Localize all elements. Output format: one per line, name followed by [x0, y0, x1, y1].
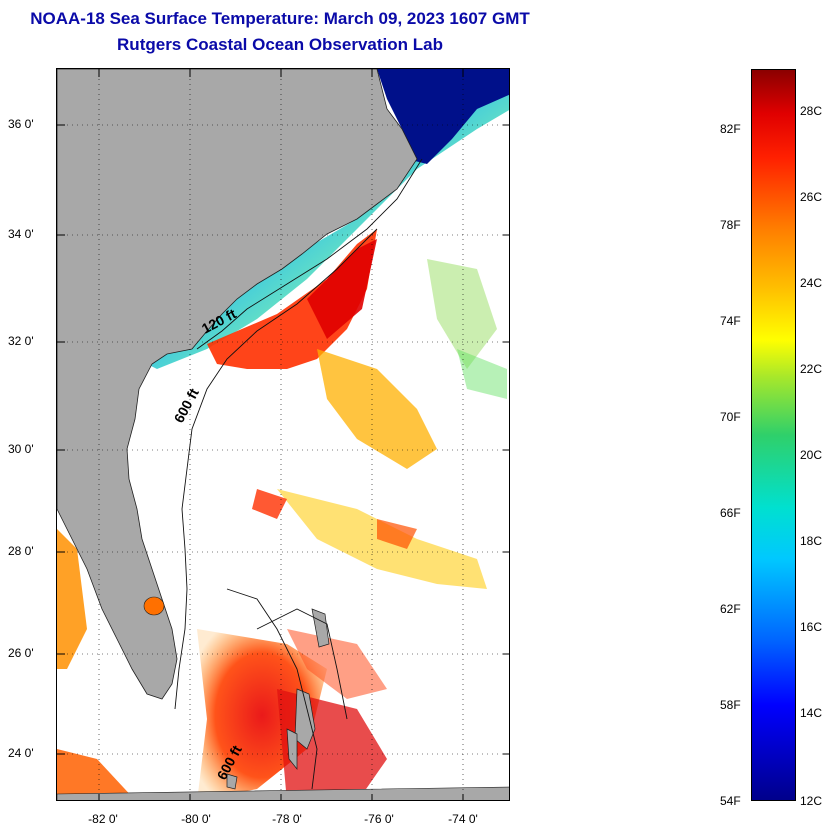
lon-label: -78 0' [272, 812, 302, 826]
frame-ticks [57, 69, 509, 800]
colorbar-f-label: 70F [720, 410, 741, 424]
lake-okeechobee [143, 596, 165, 616]
lon-label: -76 0' [364, 812, 394, 826]
colorbar-f-label: 66F [720, 506, 741, 520]
colorbar-f-label: 54F [720, 794, 741, 808]
lat-label: 36 0' [8, 117, 34, 131]
sst-map-graphic: 120 ft 600 ft 600 ft [57, 69, 509, 800]
temperature-colorbar [751, 69, 796, 801]
isobath-label-600: 600 ft [171, 385, 202, 425]
lat-label: 28 0' [8, 544, 34, 558]
lat-label: 24 0' [8, 746, 34, 760]
lon-label: -74 0' [448, 812, 478, 826]
colorbar-f-label: 82F [720, 122, 741, 136]
lon-label: -80 0' [181, 812, 211, 826]
colorbar-c-label: 24C [800, 276, 823, 290]
map-subtitle: Rutgers Coastal Ocean Observation Lab [117, 35, 443, 54]
colorbar-c-label: 22C [800, 362, 823, 376]
cuba-coast [57, 786, 509, 800]
colorbar-c-label: 18C [800, 534, 823, 548]
colorbar-c-label: 28C [800, 104, 823, 118]
sst-map: 120 ft 600 ft 600 ft [56, 68, 510, 801]
isobath-lines [174, 158, 423, 790]
lat-label: 26 0' [8, 646, 34, 660]
lat-label: 34 0' [8, 227, 34, 241]
colorbar-c-label: 16C [800, 620, 823, 634]
colorbar-c-label: 14C [800, 706, 823, 720]
graticule [57, 69, 509, 800]
colorbar-c-label: 12C [800, 794, 823, 808]
lon-label: -82 0' [88, 812, 118, 826]
lat-label: 32 0' [8, 334, 34, 348]
colorbar-c-label: 20C [800, 448, 823, 462]
bahamas-islands [226, 608, 330, 790]
colorbar-f-label: 74F [720, 314, 741, 328]
colorbar-f-label: 78F [720, 218, 741, 232]
colorbar-f-label: 62F [720, 602, 741, 616]
land-masses [57, 69, 418, 700]
colorbar-f-label: 58F [720, 698, 741, 712]
lat-label: 30 0' [8, 442, 34, 456]
map-title: NOAA-18 Sea Surface Temperature: March 0… [30, 9, 530, 28]
colorbar-c-label: 26C [800, 190, 823, 204]
